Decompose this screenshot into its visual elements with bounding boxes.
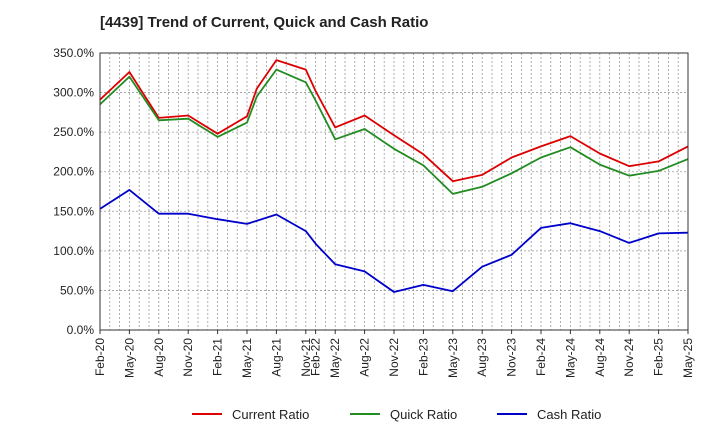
x-tick-label: May-20 xyxy=(122,338,136,378)
x-tick-label: Feb-23 xyxy=(416,338,430,376)
axis-layer: 0.0% 50.0% 100.0% 150.0% 200.0% 250.0% 300.0% 3… xyxy=(53,46,695,378)
series-layer xyxy=(99,59,689,293)
x-tick-label: May-21 xyxy=(240,338,254,378)
series-line-current-ratio xyxy=(99,59,689,183)
series-line-cash-ratio xyxy=(99,188,689,293)
x-tick-label: Nov-24 xyxy=(622,338,636,377)
y-tick-label: 50.0% xyxy=(60,283,94,297)
x-tick-label: Feb-21 xyxy=(211,338,225,376)
x-tick-label: May-24 xyxy=(563,338,577,378)
y-tick-label: 250.0% xyxy=(53,125,94,139)
y-tick-label: 150.0% xyxy=(53,204,94,218)
legend-label: Cash Ratio xyxy=(537,407,601,422)
legend-item-current-ratio: Current Ratio xyxy=(192,407,309,422)
grid-layer xyxy=(99,52,689,331)
legend-item-cash-ratio: Cash Ratio xyxy=(497,407,601,422)
y-tick-label: 350.0% xyxy=(53,46,94,60)
x-tick-label: Nov-20 xyxy=(181,338,195,377)
x-tick-label: May-25 xyxy=(681,338,695,378)
x-tick-label: May-23 xyxy=(446,338,460,378)
x-tick-label: Aug-20 xyxy=(152,338,166,377)
chart-title: [4439] Trend of Current, Quick and Cash … xyxy=(100,14,429,31)
y-tick-label: 100.0% xyxy=(53,244,94,258)
x-tick-label: Aug-23 xyxy=(475,338,489,377)
x-tick-label: Feb-25 xyxy=(652,338,666,376)
x-tick-label: Nov-22 xyxy=(387,338,401,377)
y-tick-label: 0.0% xyxy=(67,323,95,337)
x-tick-label: Aug-24 xyxy=(593,338,607,377)
legend-label: Quick Ratio xyxy=(390,407,457,422)
legend-layer: Current Ratio Quick Ratio Cash Ratio xyxy=(192,407,601,422)
y-tick-label: 200.0% xyxy=(53,165,94,179)
x-tick-label: Nov-23 xyxy=(505,338,519,377)
x-tick-label: May-22 xyxy=(328,338,342,378)
series-line-quick-ratio xyxy=(99,68,689,195)
x-tick-label: Aug-22 xyxy=(358,338,372,377)
legend-label: Current Ratio xyxy=(232,407,309,422)
x-tick-label: Feb-20 xyxy=(93,338,107,376)
x-tick-label: Feb-24 xyxy=(534,338,548,376)
y-tick-label: 300.0% xyxy=(53,86,94,100)
x-tick-label: Feb-22 xyxy=(309,338,323,376)
legend-item-quick-ratio: Quick Ratio xyxy=(350,407,457,422)
x-tick-label: Aug-21 xyxy=(269,338,283,377)
x-tick-label: Nov-21 xyxy=(299,338,313,377)
